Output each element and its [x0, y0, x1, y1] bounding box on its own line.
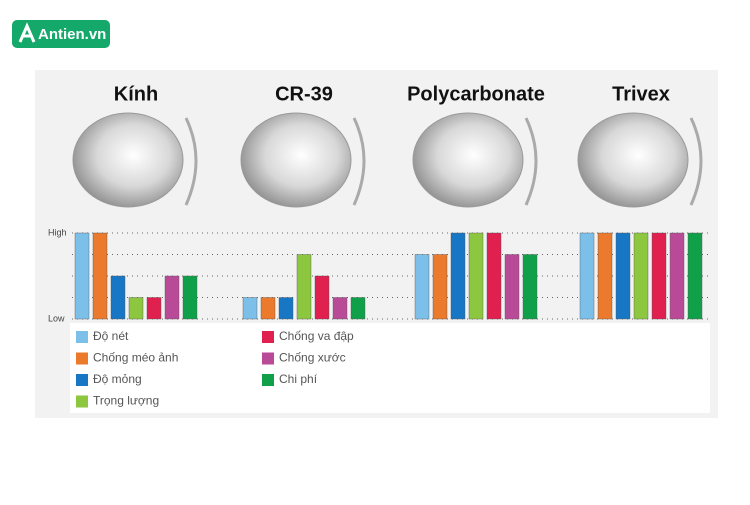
legend-label: Chống va đập	[279, 329, 354, 343]
legend-swatch	[76, 395, 88, 408]
bar	[615, 232, 631, 320]
group-title: CR-39	[275, 83, 333, 105]
bar	[633, 232, 649, 320]
lens-edge	[689, 117, 703, 206]
bar	[432, 254, 448, 320]
legend-label: Độ mỏng	[93, 372, 142, 386]
bar	[486, 232, 502, 320]
bar	[146, 297, 162, 320]
bar	[687, 232, 703, 320]
bar	[450, 232, 466, 320]
bar	[579, 232, 595, 320]
legend-label: Chống xước	[279, 351, 346, 365]
bar	[242, 297, 258, 320]
legend-label: Chống méo ảnh	[93, 351, 178, 365]
bar	[128, 297, 144, 320]
bar	[182, 275, 198, 320]
lens-image	[240, 112, 352, 208]
lens-edge	[352, 117, 366, 206]
bar	[669, 232, 685, 320]
logo-text: Antien.vn	[38, 26, 106, 43]
bar	[332, 297, 348, 320]
legend-label: Độ nét	[93, 329, 129, 343]
legend-label: Chi phí	[279, 372, 318, 386]
legend-swatch	[76, 331, 88, 343]
legend-swatch	[262, 352, 274, 365]
bar	[74, 232, 90, 320]
lens-edge	[524, 117, 538, 206]
logo-icon	[18, 22, 36, 43]
y-tick-label: Low	[48, 313, 65, 323]
lens-image	[412, 112, 524, 208]
bar	[651, 232, 667, 320]
bar	[92, 232, 108, 320]
logo-badge[interactable]	[12, 20, 110, 48]
bar	[296, 254, 312, 320]
bar	[468, 232, 484, 320]
lens-image	[72, 112, 184, 208]
bar	[414, 254, 430, 320]
bar	[522, 254, 538, 320]
legend-label: Trọng lượng	[93, 394, 159, 408]
legend-box	[70, 323, 710, 413]
group-title: Trivex	[612, 83, 670, 105]
bar	[314, 275, 330, 320]
group-title: Kính	[114, 83, 158, 105]
bar	[504, 254, 520, 320]
lens-image	[577, 112, 689, 208]
bar	[260, 297, 276, 320]
y-tick-label: High	[48, 227, 67, 237]
bar	[597, 232, 613, 320]
legend-swatch	[76, 352, 88, 365]
legend-swatch	[262, 331, 274, 343]
legend-swatch	[76, 374, 88, 386]
bar	[110, 275, 126, 320]
bar	[350, 297, 366, 320]
bar	[164, 275, 180, 320]
group-title: Polycarbonate	[407, 83, 545, 105]
legend-swatch	[262, 374, 274, 386]
lens-edge	[184, 117, 198, 206]
bar	[278, 297, 294, 320]
